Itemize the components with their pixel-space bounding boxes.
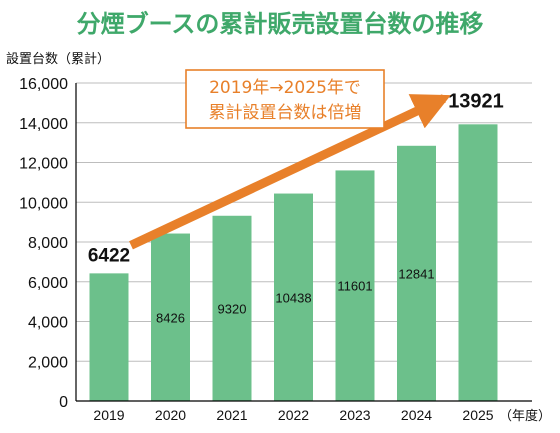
y-tick-label: 16,000 (19, 76, 68, 93)
data-label: 13921 (448, 90, 504, 112)
x-tick-label: 2019 (93, 407, 124, 423)
x-tick-label: 2021 (216, 407, 247, 423)
annotation-box (185, 69, 385, 129)
x-tick-label: 2022 (278, 407, 309, 423)
bar (151, 233, 190, 401)
trend-arrow (129, 94, 451, 250)
y-tick-label: 8,000 (28, 235, 68, 252)
annotation-line-2: 累計設置台数は倍増 (209, 103, 362, 123)
y-tick-label: 10,000 (19, 195, 68, 212)
y-tick-label: 4,000 (28, 315, 68, 332)
data-label: 6422 (88, 245, 130, 266)
x-axis-unit: （年度） (499, 408, 551, 424)
y-tick-label: 0 (59, 394, 68, 411)
bar (274, 193, 313, 401)
x-tick-label: 2024 (401, 407, 432, 423)
bar (458, 124, 498, 401)
data-label: 11601 (337, 279, 372, 294)
bar (89, 273, 129, 401)
chart-title: 分煙ブースの累計販売設置台数の推移 (77, 10, 484, 38)
y-tick-label: 14,000 (19, 116, 68, 133)
data-label: 10438 (275, 290, 311, 305)
bar (212, 215, 252, 401)
x-tick-label: 2023 (339, 407, 370, 423)
data-label: 12841 (398, 266, 434, 281)
data-label: 9320 (218, 301, 247, 316)
y-tick-label: 2,000 (28, 354, 68, 371)
y-tick-label: 6,000 (28, 275, 68, 292)
bar (397, 145, 436, 401)
bar (335, 170, 375, 401)
y-tick-label: 12,000 (19, 156, 68, 173)
x-tick-label: 2020 (155, 407, 186, 423)
x-tick-label: 2025 (462, 407, 493, 423)
y-axis-label: 設置台数（累計） (6, 51, 110, 67)
annotation-line-1: 2019年→2025年で (209, 78, 361, 98)
data-label: 8426 (156, 310, 185, 325)
